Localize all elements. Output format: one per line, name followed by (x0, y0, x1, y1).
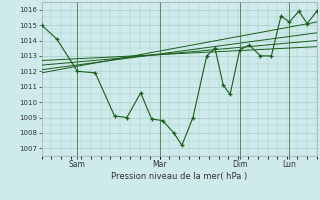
X-axis label: Pression niveau de la mer( hPa ): Pression niveau de la mer( hPa ) (111, 172, 247, 181)
